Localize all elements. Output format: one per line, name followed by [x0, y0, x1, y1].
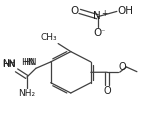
Text: NH: NH: [2, 59, 16, 68]
Text: O: O: [71, 6, 79, 16]
Text: O: O: [93, 28, 101, 38]
Text: HN: HN: [22, 58, 35, 67]
Text: HN: HN: [2, 60, 16, 69]
Text: ⁻: ⁻: [101, 28, 105, 37]
Text: N: N: [93, 11, 101, 21]
Text: HN: HN: [2, 60, 16, 69]
Text: O: O: [103, 86, 111, 96]
Text: O: O: [118, 62, 126, 72]
Text: NH₂: NH₂: [18, 89, 35, 98]
Text: OH: OH: [118, 6, 134, 16]
Text: CH₃: CH₃: [40, 34, 57, 42]
Text: +: +: [101, 9, 107, 18]
Text: HN: HN: [23, 58, 37, 67]
